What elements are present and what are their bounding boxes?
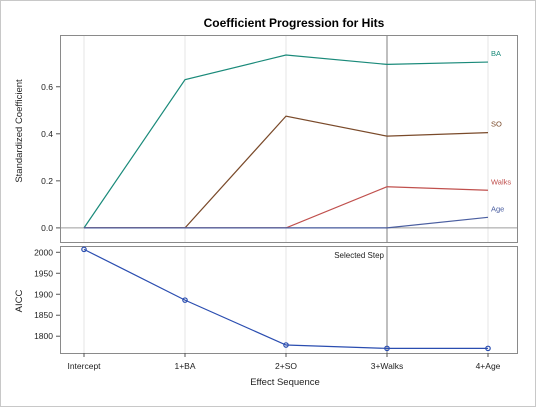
x-tick-label: Intercept	[67, 361, 101, 371]
aicc-y-tick-label: 2000	[34, 247, 53, 257]
series-label-ba: BA	[491, 49, 501, 58]
x-tick-label: 1+BA	[174, 361, 195, 371]
selected-step-annotation: Selected Step	[334, 251, 384, 260]
aicc-y-axis-label: AICC	[14, 290, 25, 313]
coefficient-plot-area	[60, 35, 518, 243]
x-axis-label: Effect Sequence	[250, 377, 320, 388]
x-tick-label: 4+Age	[476, 361, 501, 371]
series-label-age: Age	[491, 204, 504, 213]
series-line-ba	[83, 54, 489, 229]
coefficient-y-tick-label: 0.0	[41, 223, 53, 233]
series-label-walks: Walks	[491, 177, 511, 186]
aicc-point	[384, 345, 390, 352]
aicc-point	[485, 345, 491, 352]
coefficient-y-axis-label: Standardized Coefficient	[14, 79, 25, 183]
aicc-point	[283, 342, 289, 348]
coefficient-y-tick-label: 0.6	[41, 82, 53, 92]
series-line-age	[84, 216, 489, 229]
aicc-plot-area	[60, 246, 518, 354]
x-tick-label: 2+SO	[275, 361, 297, 371]
aicc-panel: 1800 1850 1900 1950 2000 Selected Step Interce…	[34, 246, 518, 371]
x-tick-label: 3+Walks	[371, 361, 404, 371]
aicc-y-tick-label: 1850	[34, 310, 53, 320]
aicc-y-tick-label: 1800	[34, 331, 53, 341]
aicc-y-tick-label: 1900	[34, 289, 53, 299]
aicc-line	[83, 248, 488, 349]
coefficient-y-tick-label: 0.2	[41, 176, 53, 186]
coefficient-y-tick-label: 0.4	[41, 129, 53, 139]
series-label-so: SO	[491, 120, 502, 129]
coefficient-panel: 0.0 0.2 0.4 0.6 BA SO Walks Age	[41, 35, 518, 243]
aicc-point	[182, 297, 188, 303]
aicc-point	[81, 246, 87, 253]
chart-title: Coefficient Progression for Hits	[204, 16, 385, 30]
aicc-y-tick-label: 1950	[34, 268, 53, 278]
